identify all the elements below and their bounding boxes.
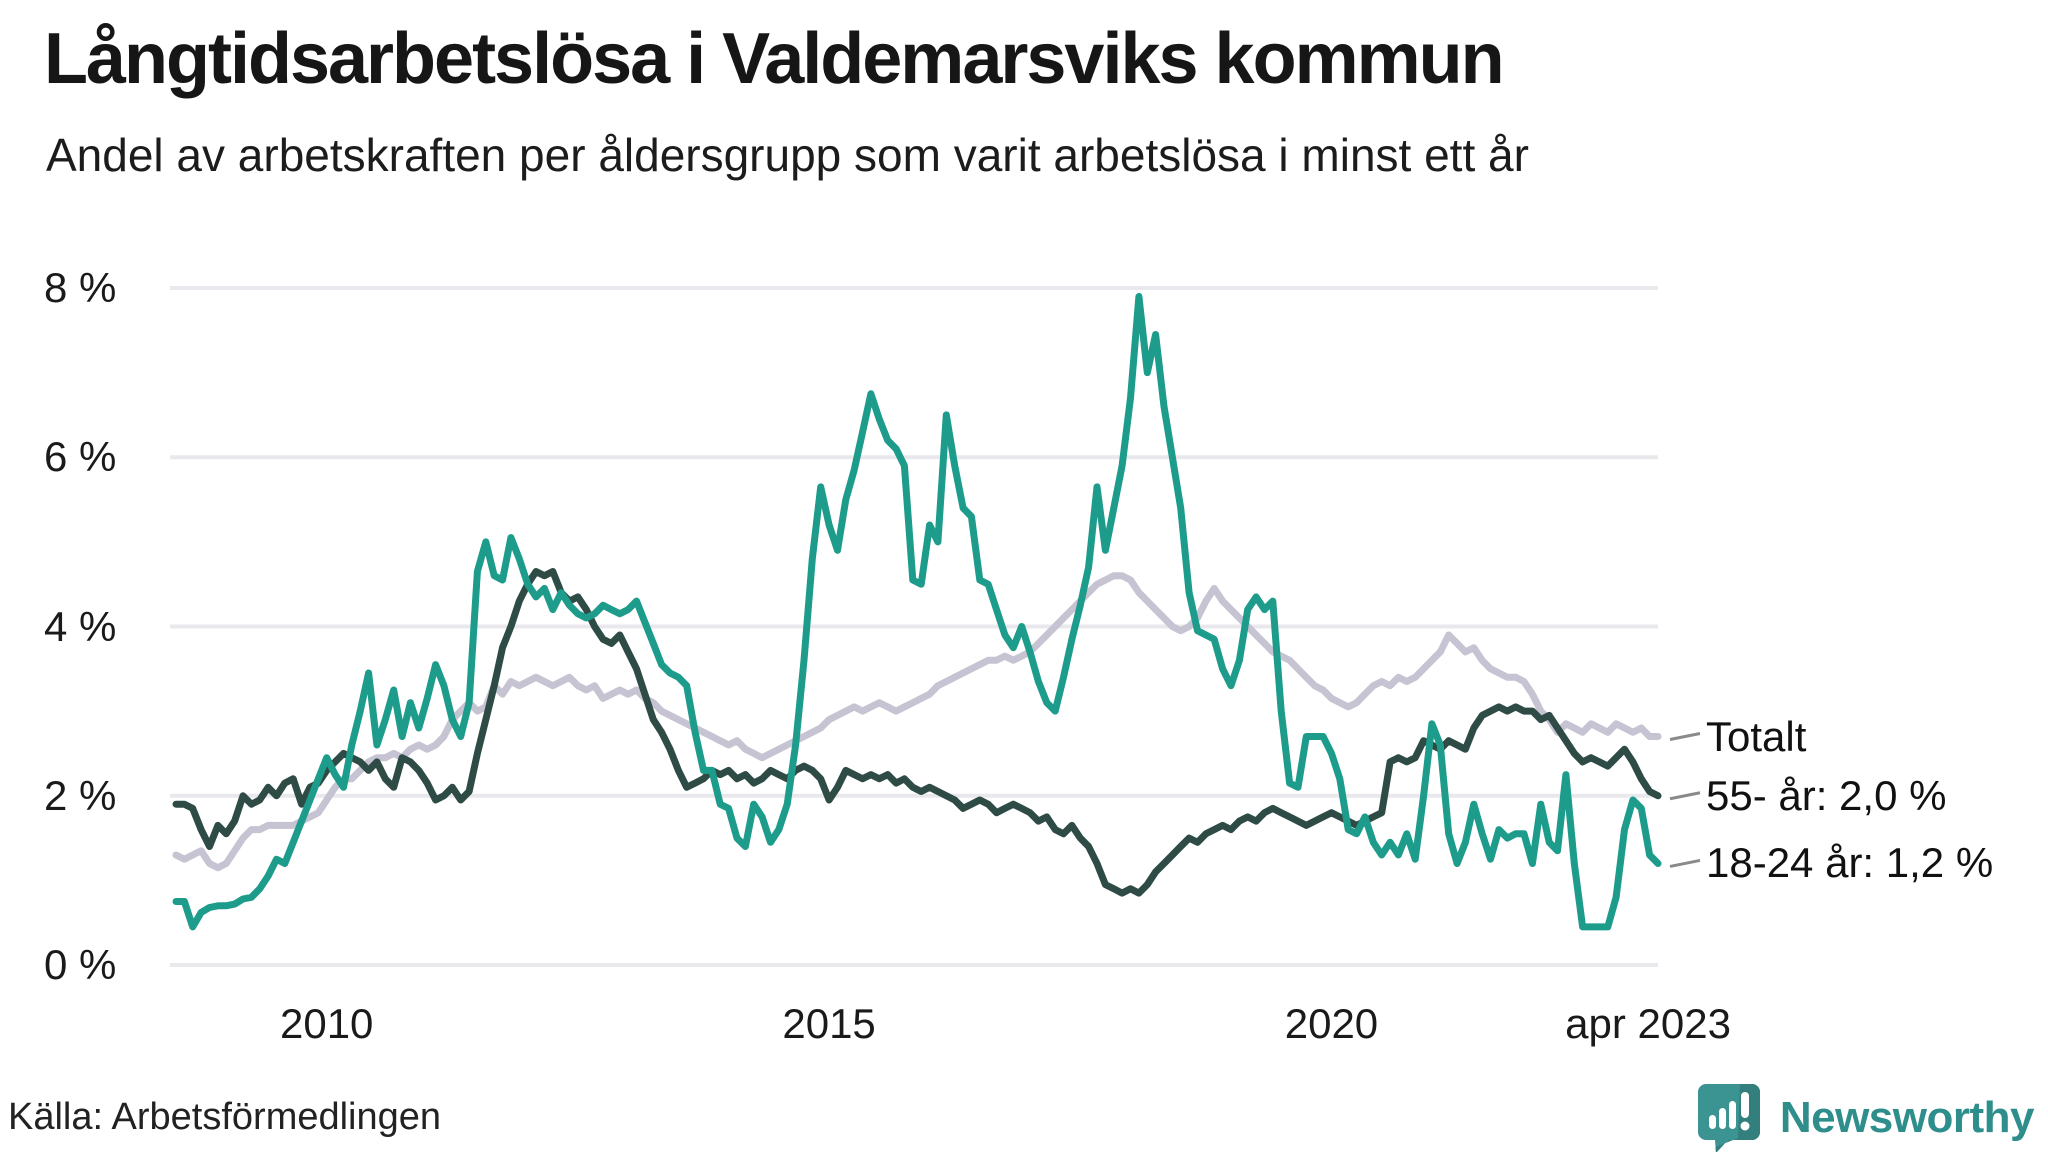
page-subtitle: Andel av arbetskraften per åldersgrupp s… <box>46 129 1529 181</box>
y-axis-tick-label: 4 % <box>44 602 117 650</box>
x-axis-tick-label: 2010 <box>279 1000 374 1047</box>
series-line-18-24-r <box>172 293 1662 931</box>
y-axis-tick-label: 8 % <box>44 264 117 311</box>
brand-name: Newsworthy <box>1779 1093 2035 1142</box>
x-axis-tick-label: apr 2023 <box>1565 1000 1731 1047</box>
series-line-totalt <box>172 572 1662 872</box>
x-axis-tick-label: 2020 <box>1284 1000 1379 1047</box>
series-end-label-55-r: 55- år: 2,0 % <box>1706 771 1947 819</box>
source-note: Källa: Arbetsförmedlingen <box>8 1096 442 1138</box>
page-title: Långtidsarbetslösa i Valdemarsviks kommu… <box>44 19 1505 99</box>
y-axis-tick-label: 6 % <box>44 433 117 481</box>
series-end-label-18-24-r: 18-24 år: 1,2 % <box>1706 839 1994 887</box>
label-leader-dash <box>1669 858 1701 868</box>
y-axis-tick-label: 0 % <box>44 941 117 988</box>
label-leader-dash <box>1669 732 1701 741</box>
newsworthy-logo-icon <box>1697 1084 1760 1152</box>
y-axis-tick-label: 2 % <box>44 771 117 819</box>
series-line-55-r <box>172 568 1662 897</box>
brand-lockup: Newsworthy <box>1696 1082 2035 1152</box>
x-axis-tick-label: 2015 <box>782 1000 876 1047</box>
series-end-label-totalt: Totalt <box>1706 712 1807 760</box>
label-leader-dash <box>1669 791 1701 801</box>
